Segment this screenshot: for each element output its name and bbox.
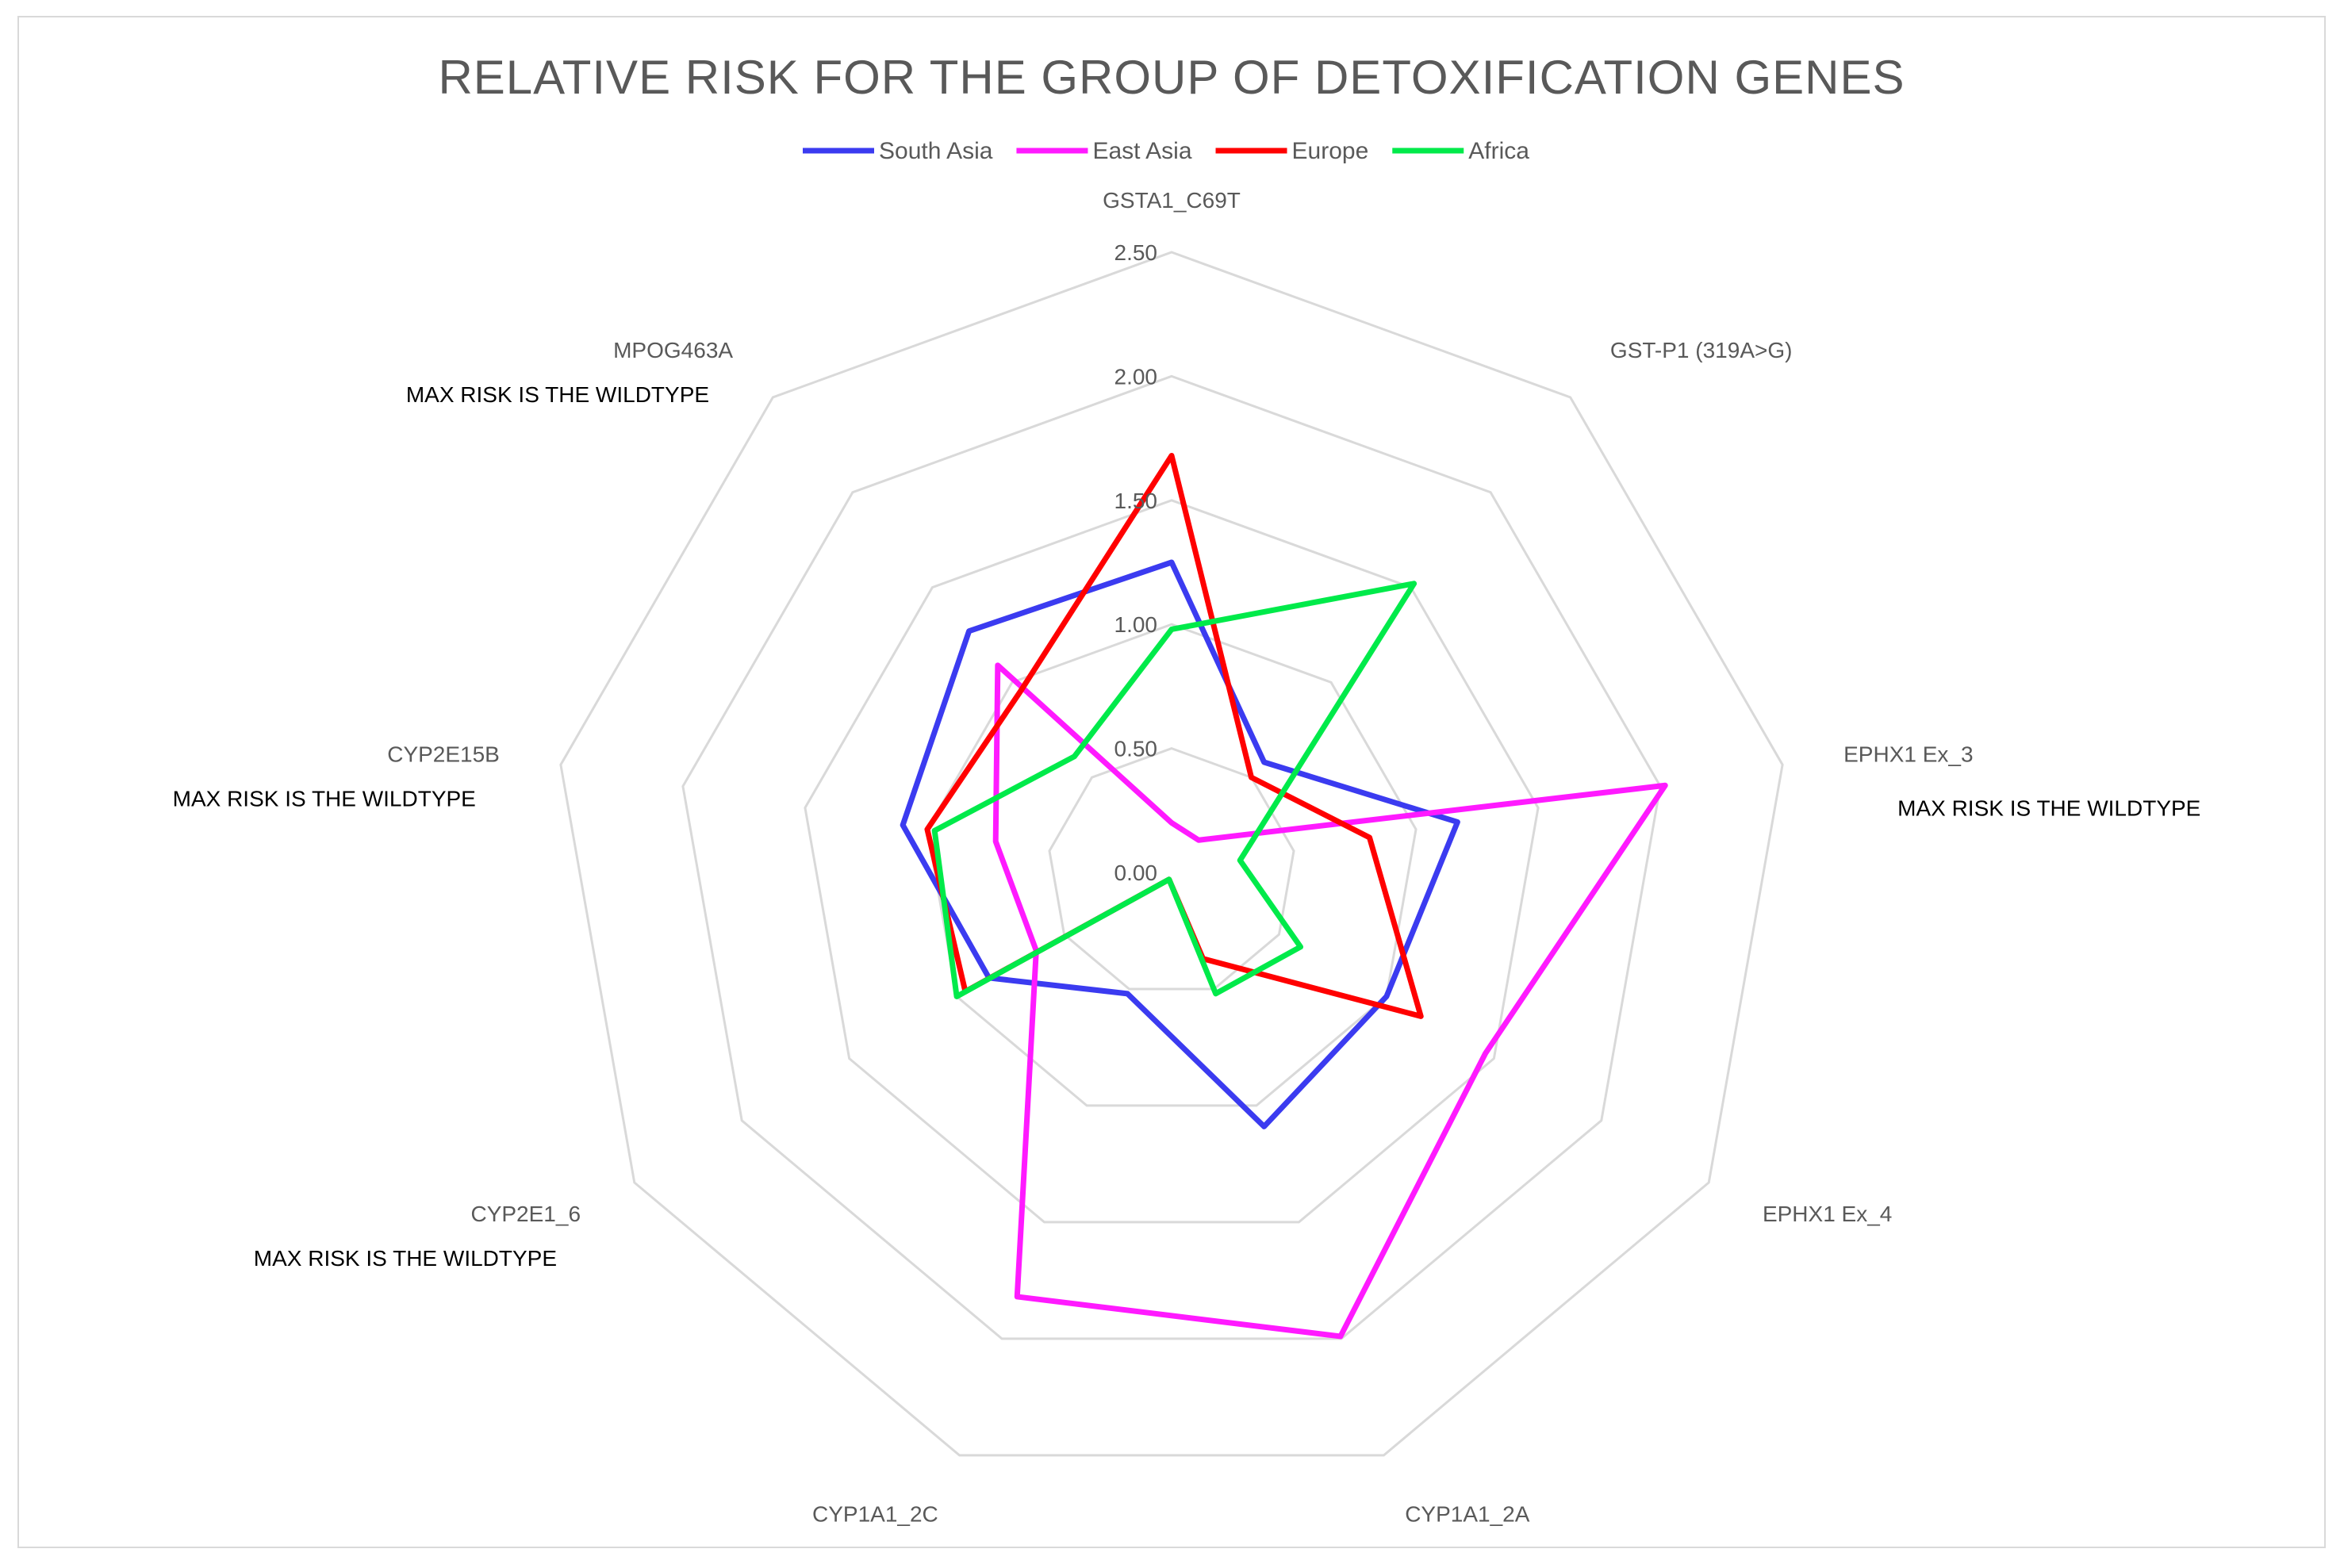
category-label-ephx1-ex-4: EPHX1 Ex_4 <box>1763 1202 1892 1226</box>
legend-label-europe[interactable]: Europe <box>1292 138 1369 164</box>
legend-label-south-asia[interactable]: South Asia <box>879 138 993 164</box>
grid-ring-5 <box>559 251 1784 1457</box>
tick-label-1: 0.50 <box>1114 737 1158 761</box>
grid-ring-4 <box>681 374 1662 1340</box>
category-label-gst-p1-319a-g: GST-P1 (319A>G) <box>1610 338 1793 362</box>
category-label-cyp1a1-2a: CYP1A1_2A <box>1405 1501 1530 1526</box>
annotation-cyp2e1-6: MAX RISK IS THE WILDTYPE <box>254 1246 557 1271</box>
category-label-cyp1a1-2c: CYP1A1_2C <box>812 1501 938 1526</box>
series-line-east-asia[interactable] <box>992 662 1668 1340</box>
annotations: MAX RISK IS THE WILDTYPE MAX RISK IS THE … <box>173 382 2201 1271</box>
category-label-cyp2e15b: CYP2E15B <box>387 742 500 767</box>
annotation-mpog463a: MAX RISK IS THE WILDTYPE <box>406 382 709 407</box>
grid-ring-2 <box>926 623 1418 1107</box>
radial-axis-ticks: 0.00 0.50 1.00 1.50 2.00 2.50 <box>1114 240 1158 885</box>
series-lines <box>900 452 1668 1340</box>
grid-ring-3 <box>804 499 1540 1224</box>
tick-label-2: 1.00 <box>1114 612 1158 637</box>
legend-label-east-asia[interactable]: East Asia <box>1092 138 1191 164</box>
tick-label-4: 2.00 <box>1114 364 1158 389</box>
category-label-mpog463a: MPOG463A <box>613 338 733 362</box>
category-label-gsta1-c69t: GSTA1_C69T <box>1103 188 1241 213</box>
series-line-africa[interactable] <box>931 581 1418 999</box>
tick-label-5: 2.50 <box>1114 240 1158 265</box>
radar-grid <box>559 251 1784 1457</box>
chart-title: RELATIVE RISK FOR THE GROUP OF DETOXIFIC… <box>438 51 1905 104</box>
chart-frame <box>17 16 2326 1548</box>
tick-label-0: 0.00 <box>1114 861 1158 885</box>
legend-label-africa[interactable]: Africa <box>1468 138 1529 164</box>
category-labels: GSTA1_C69T GST-P1 (319A>G) EPHX1 Ex_3 EPHX1… <box>387 188 1973 1527</box>
grid-ring-1 <box>1048 747 1295 991</box>
annotation-ephx1-ex-3: MAX RISK IS THE WILDTYPE <box>1897 796 2200 821</box>
tick-label-3: 1.50 <box>1114 489 1158 513</box>
series-line-europe[interactable] <box>924 452 1424 1019</box>
legend[interactable]: South Asia East Asia Europe Africa <box>803 138 1529 164</box>
series-line-south-asia[interactable] <box>900 559 1460 1129</box>
category-label-cyp2e1-6: CYP2E1_6 <box>470 1202 581 1226</box>
annotation-cyp2e15b: MAX RISK IS THE WILDTYPE <box>173 787 476 811</box>
category-label-ephx1-ex-3: EPHX1 Ex_3 <box>1843 742 1973 767</box>
